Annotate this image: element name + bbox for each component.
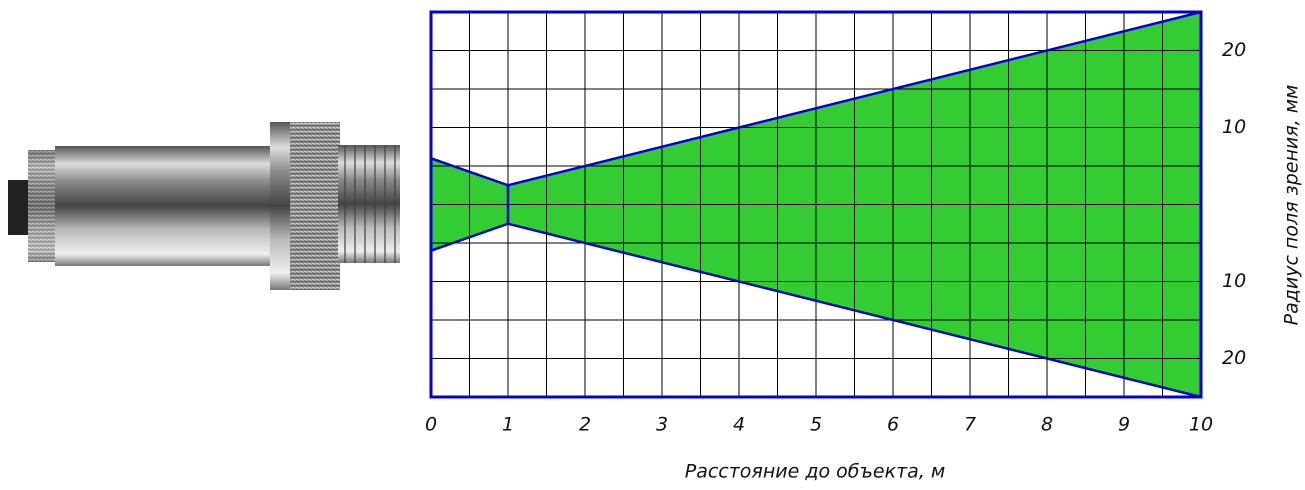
x-tick-label: 9 xyxy=(1118,414,1130,436)
x-tick-label: 0 xyxy=(425,414,437,436)
y-tick-label: 20 xyxy=(1222,347,1246,369)
x-tick-label: 5 xyxy=(810,414,822,436)
x-tick-label: 8 xyxy=(1041,414,1053,436)
x-axis-label: Расстояние до объекта, м xyxy=(685,461,945,483)
x-tick-label: 3 xyxy=(656,414,668,436)
x-tick-label: 6 xyxy=(887,414,899,436)
lens-photo xyxy=(8,122,400,290)
y-tick-label: 10 xyxy=(1222,116,1246,138)
x-tick-label: 1 xyxy=(502,414,514,436)
x-tick-label: 4 xyxy=(733,414,745,436)
x-tick-label: 7 xyxy=(964,414,976,436)
x-tick-label: 2 xyxy=(579,414,591,436)
y-tick-label: 10 xyxy=(1222,270,1246,292)
y-tick-label: 20 xyxy=(1222,39,1246,61)
x-tick-label: 10 xyxy=(1189,414,1213,436)
plot-frame xyxy=(429,10,1203,399)
y-axis-label: Радиус поля зрения, мм xyxy=(1281,85,1303,326)
